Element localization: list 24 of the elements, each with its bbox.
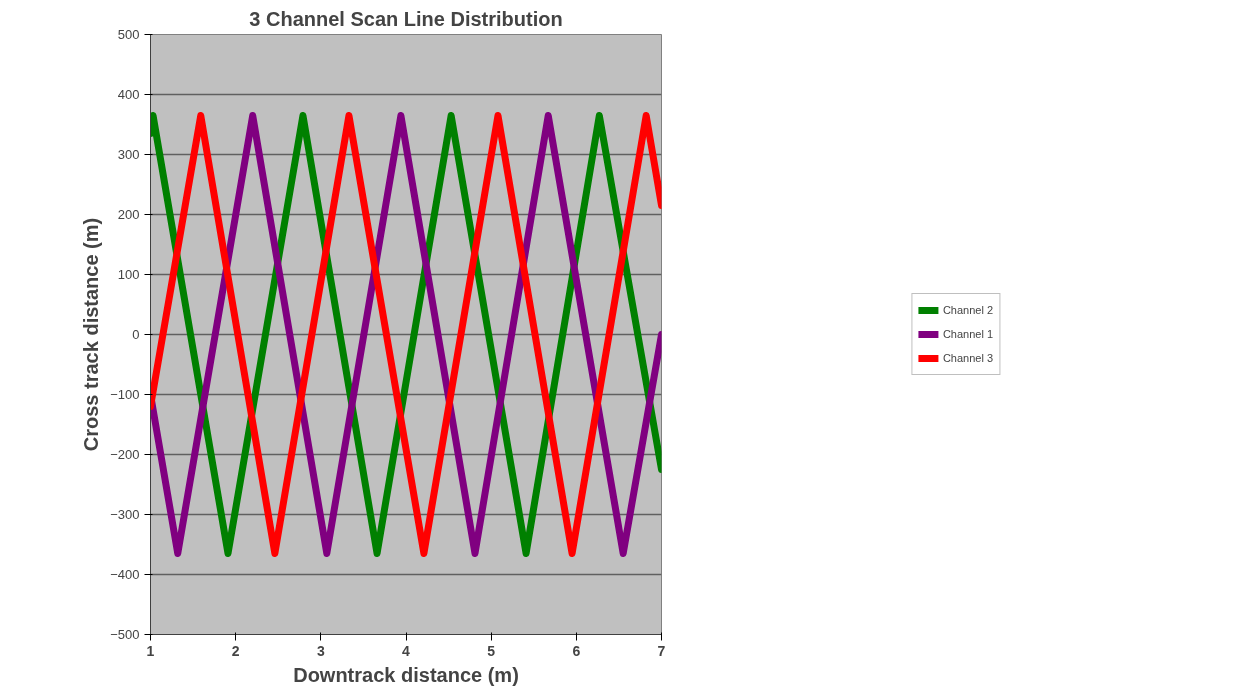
x-tick-label: 5 [487,642,496,659]
x-tick-label: 6 [572,642,581,659]
y-tick-label: 300 [117,147,140,162]
legend-label: Channel 1 [942,328,994,340]
x-tick-label: 1 [146,642,155,659]
y-tick-label: −400 [110,567,140,582]
legend-label: Channel 3 [942,352,994,364]
y-tick-label: 400 [117,87,140,102]
y-tick-label: −200 [110,447,140,462]
y-tick-label: 0 [132,327,140,342]
x-axis-title: Downtrack distance (m) [293,663,519,686]
x-tick-label: 3 [316,642,325,659]
y-tick-label: −500 [110,627,140,642]
x-tick-label: 4 [402,642,411,659]
y-axis-title: Cross track distance (m) [80,217,103,452]
y-tick-label: 200 [117,207,140,222]
y-tick-label: 100 [117,267,140,282]
y-tick-label: 500 [117,27,140,42]
x-tick-label: 7 [657,642,666,659]
y-tick-label: −300 [110,507,140,522]
legend-label: Channel 2 [942,304,994,316]
chart-title: 3 Channel Scan Line Distribution [249,7,563,30]
x-tick-label: 2 [231,642,240,659]
y-tick-label: −100 [110,387,140,402]
